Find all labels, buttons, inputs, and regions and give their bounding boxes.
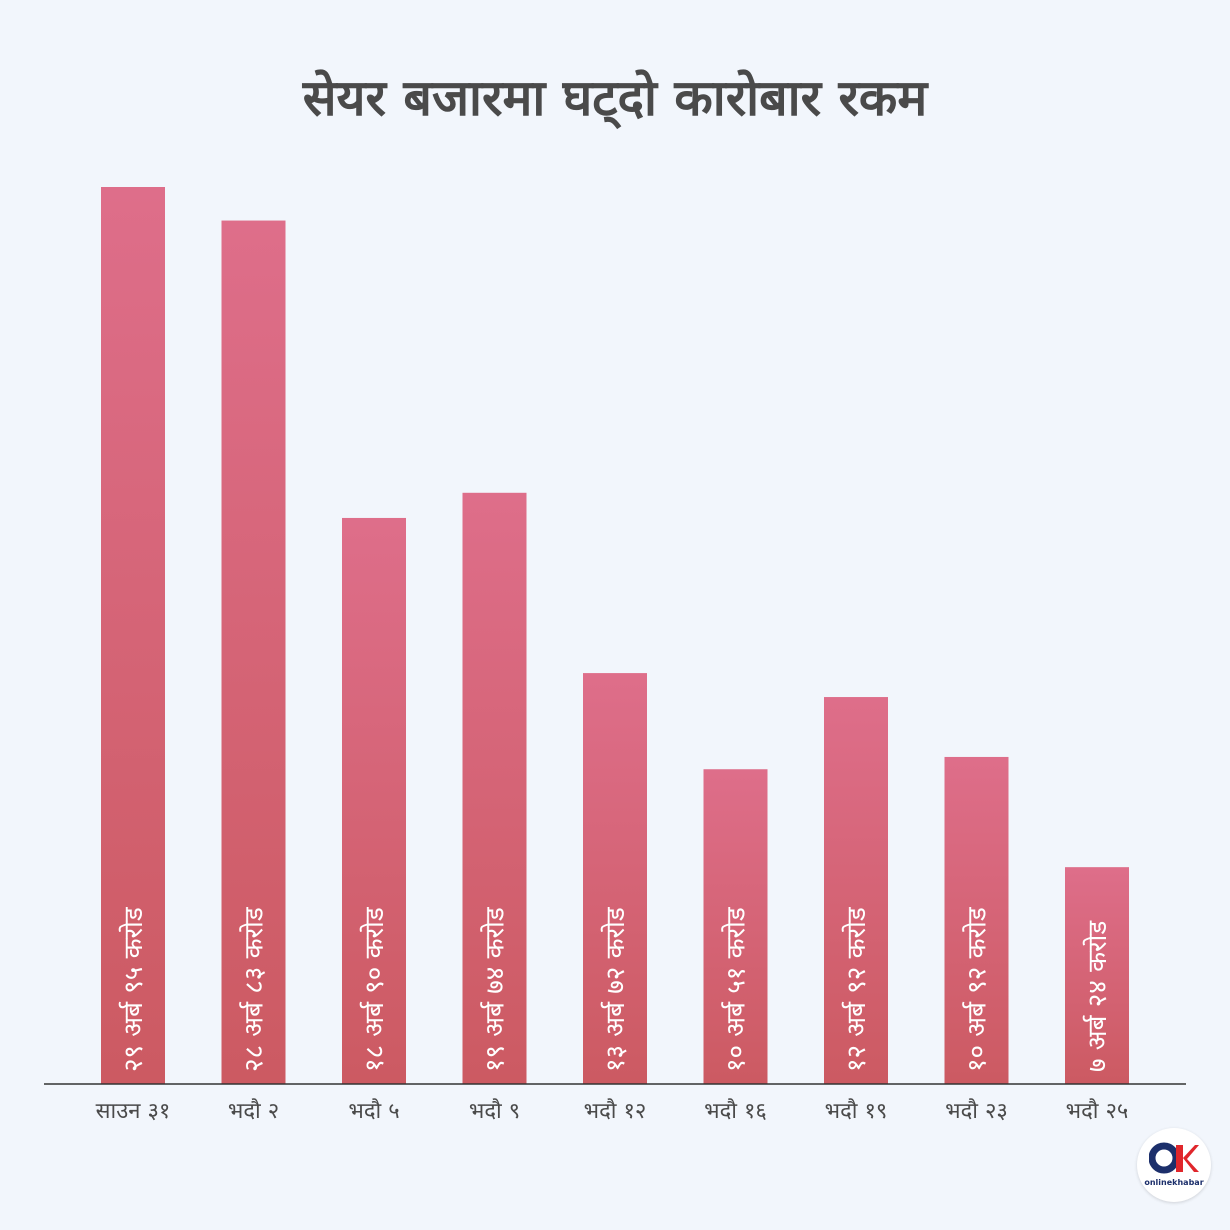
x-tick-label: भदौ ५ (348, 1098, 399, 1124)
x-tick-label: भदौ २ (228, 1098, 279, 1124)
x-tick-label: भदौ २५ (1066, 1098, 1129, 1124)
bar-3 (342, 517, 406, 1084)
x-tick-label: भदौ १२ (584, 1098, 647, 1124)
bar-6 (703, 769, 768, 1084)
ok-logo-icon (1149, 1142, 1199, 1174)
x-tick-label: भदौ १६ (704, 1098, 767, 1124)
bar-value-label: १० अर्ब ९२ करोड (962, 906, 993, 1072)
bar-1 (101, 187, 165, 1084)
logo-wordmark: onlinekhabar (1144, 1178, 1204, 1187)
x-tick-label: भदौ ९ (469, 1098, 520, 1124)
bar-5 (583, 673, 647, 1084)
chart-title: सेयर बजारमा घट्दो कारोबार रकम (302, 69, 928, 127)
bar-7 (824, 697, 888, 1084)
bar-value-label: १२ अर्ब ९२ करोड (841, 906, 872, 1072)
bar-value-label: १३ अर्ब ७२ करोड (600, 906, 631, 1072)
onlinekhabar-logo[interactable]: onlinekhabar (1137, 1128, 1211, 1202)
x-tick-label: साउन ३१ (96, 1099, 171, 1124)
bar-8 (944, 756, 1009, 1084)
bar-value-label: १९ अर्ब ७४ करोड (480, 906, 511, 1072)
bar-value-label: २९ अर्ब ९५ करोड (118, 906, 149, 1072)
bar-value-label: ७ अर्ब २४ करोड (1082, 920, 1113, 1072)
bars-group: २९ अर्ब ९५ करोड २८ अर्ब ८३ करोड १८ अर्ब ९०… (101, 187, 1129, 1085)
bar-value-label: १० अर्ब ५१ करोड (721, 906, 752, 1072)
bar-4 (462, 492, 527, 1084)
bar-value-label: २८ अर्ब ८३ करोड (239, 906, 270, 1072)
bar-2 (221, 220, 286, 1085)
bar-value-label: १८ अर्ब ९० करोड (359, 906, 390, 1072)
bar-9 (1065, 867, 1129, 1084)
x-tick-labels: साउन ३१ भदौ २ भदौ ५ भदौ ९ भदौ १२ भदौ १६ भदौ १९… (96, 1098, 1129, 1124)
x-tick-label: भदौ १९ (825, 1098, 888, 1124)
x-tick-label: भदौ २३ (945, 1098, 1008, 1124)
